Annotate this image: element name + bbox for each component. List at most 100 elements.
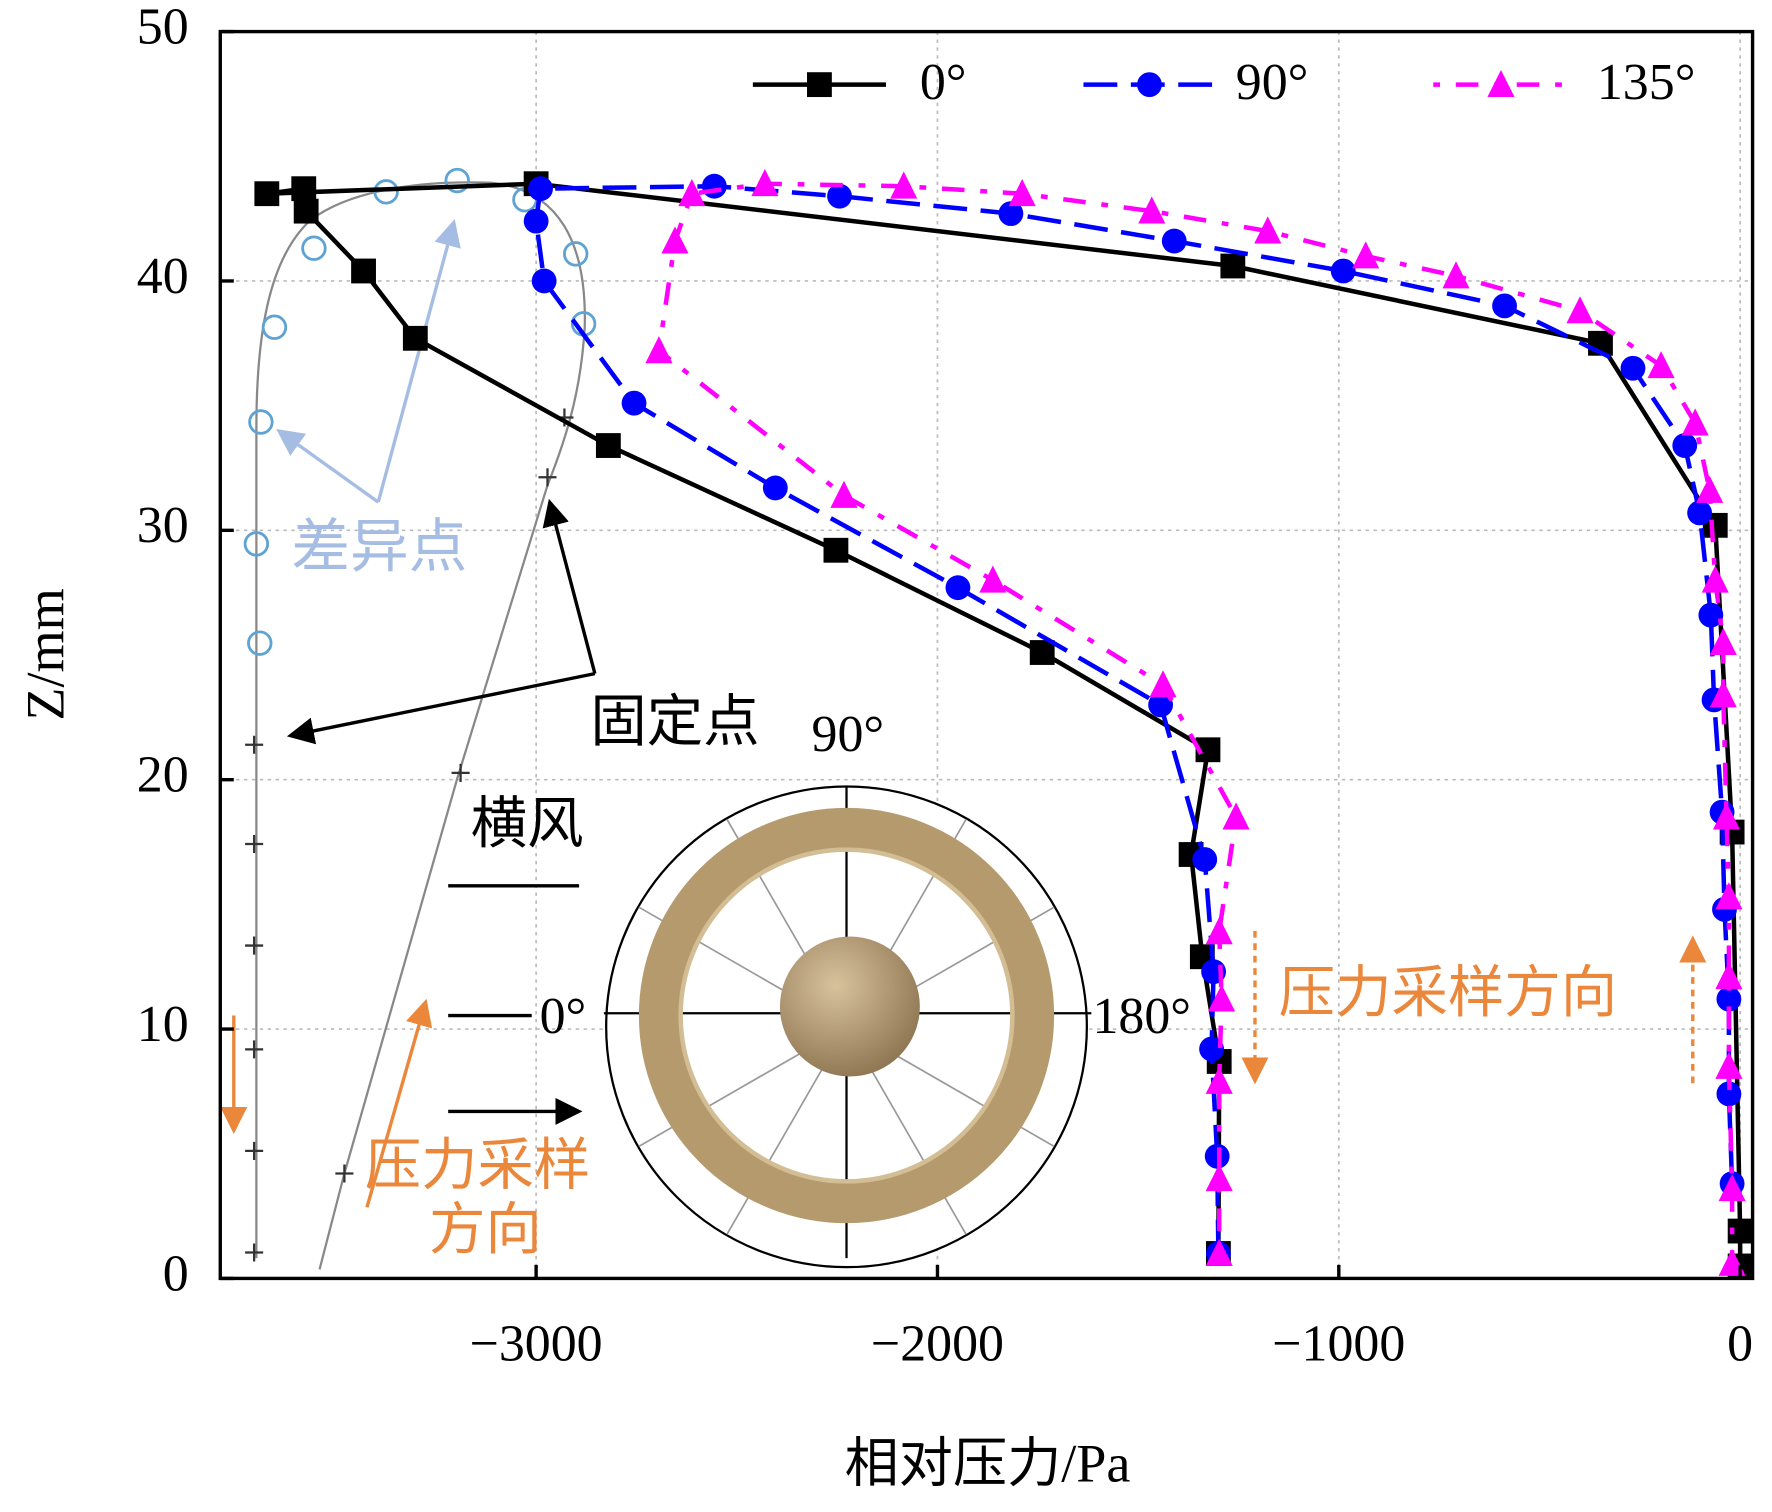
marker — [1716, 986, 1742, 1012]
legend-label: 135° — [1597, 54, 1696, 111]
marker — [1138, 196, 1166, 224]
marker — [291, 176, 317, 202]
schematic — [220, 167, 1707, 1270]
y-tick-label: 40 — [137, 248, 189, 305]
marker — [701, 173, 727, 199]
x-tick-label: −2000 — [871, 1315, 1004, 1372]
marker — [661, 226, 689, 254]
axes-frame — [218, 29, 1755, 1281]
marker — [1715, 882, 1743, 910]
marker — [1620, 355, 1646, 381]
annotation: 压力采样方向 — [1279, 963, 1617, 1025]
annotation: 方向 — [429, 1200, 542, 1262]
marker — [254, 181, 280, 207]
annotation: 横风 — [471, 793, 584, 855]
marker — [351, 258, 376, 284]
marker — [293, 198, 319, 224]
marker — [1492, 293, 1517, 319]
marker — [807, 72, 832, 98]
marker — [1715, 962, 1743, 990]
marker — [1149, 670, 1177, 698]
marker — [1701, 565, 1729, 593]
legend: 0° 90° 135° — [752, 54, 1696, 111]
marker — [1712, 802, 1741, 830]
marker — [827, 183, 852, 209]
y-tick-label: 30 — [137, 497, 189, 554]
marker — [523, 208, 549, 234]
legend-label: 0° — [920, 54, 967, 111]
annotation: 180° — [1092, 988, 1191, 1045]
marker — [1687, 500, 1713, 526]
marker — [1330, 258, 1356, 284]
marker — [1352, 241, 1380, 269]
marker — [1205, 1066, 1233, 1094]
marker — [1137, 72, 1162, 98]
marker — [1715, 1051, 1743, 1079]
marker — [1205, 1238, 1233, 1266]
marker — [998, 201, 1024, 227]
marker — [1698, 602, 1724, 628]
y-axis-label: Z/mm — [15, 588, 75, 720]
marker — [1681, 408, 1709, 436]
data — [254, 169, 1753, 1279]
marker — [402, 325, 428, 351]
marker — [528, 176, 553, 202]
marker — [531, 268, 557, 294]
marker — [1205, 917, 1233, 945]
plot-frame — [218, 29, 1755, 1281]
marker — [762, 475, 788, 501]
legend-label: 90° — [1236, 54, 1309, 111]
fixed-point-markers — [245, 408, 574, 1262]
ticks: −3000 −2000 −1000 0 0 10 20 30 40 50 — [137, 0, 1753, 1372]
marker — [1161, 228, 1187, 254]
marker — [830, 480, 858, 508]
y-tick-label: 10 — [137, 996, 189, 1053]
x-tick-label: −3000 — [470, 1315, 603, 1372]
annotation: 90° — [812, 706, 885, 763]
marker — [945, 575, 971, 601]
marker — [1029, 640, 1055, 665]
marker — [621, 390, 647, 416]
annotation: 固定点 — [590, 692, 759, 754]
marker — [1487, 69, 1515, 98]
marker — [645, 336, 673, 364]
y-tick-label: 20 — [137, 747, 189, 804]
difference-point-markers — [243, 167, 597, 656]
marker — [1222, 802, 1250, 830]
marker — [979, 565, 1007, 593]
x-tick-label: −1000 — [1272, 1315, 1405, 1372]
y-tick-label: 0 — [163, 1245, 189, 1302]
marker — [595, 433, 621, 458]
marker — [1442, 261, 1470, 289]
x-tick-label: 0 — [1727, 1315, 1753, 1372]
marker — [1672, 433, 1698, 458]
marker — [1716, 1081, 1742, 1107]
x-axis-label: 相对压力/Pa — [845, 1434, 1131, 1494]
marker — [1220, 253, 1246, 279]
marker — [823, 537, 849, 563]
marker — [1192, 847, 1218, 872]
annotation-texts: 差异点 固定点 90° 横风 0° 180° 压力采样方向 压力采样 方向 相对… — [15, 514, 1617, 1493]
marker — [1254, 216, 1282, 244]
marker — [751, 169, 779, 197]
annotation: 差异点 — [291, 514, 467, 579]
annotation: 0° — [540, 988, 587, 1045]
marker — [1709, 627, 1737, 655]
y-tick-label: 50 — [137, 0, 189, 56]
series-line — [533, 183, 1735, 1254]
marker — [1148, 692, 1174, 718]
marker — [1696, 475, 1724, 503]
marker — [1709, 680, 1737, 708]
marker — [1205, 1164, 1233, 1192]
wheel — [603, 785, 1092, 1269]
marker — [1199, 1036, 1224, 1062]
marker — [1208, 984, 1236, 1012]
annotation: 压力采样 — [365, 1135, 591, 1197]
marker — [890, 171, 918, 199]
marker — [1566, 296, 1594, 324]
marker — [1008, 179, 1036, 207]
series-line — [656, 181, 1735, 1264]
marker — [1647, 351, 1675, 379]
marker — [1718, 1173, 1746, 1202]
marker — [678, 179, 706, 207]
